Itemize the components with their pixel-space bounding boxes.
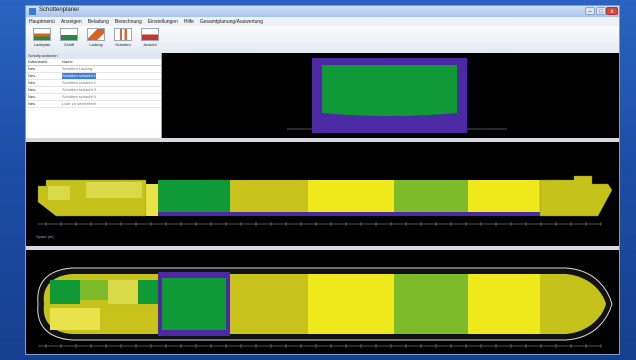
list-item[interactable]: Neu Schotten schacht 3 <box>26 87 161 94</box>
side-profile-drawing: Spant (m) <box>36 175 613 239</box>
toolbar-button-ladung[interactable]: Ladung <box>83 27 109 52</box>
cargo-icon <box>87 28 105 41</box>
toolbar-button-schotten[interactable]: Schotten <box>110 27 136 52</box>
ruler-unit: Spant (m) <box>36 234 54 239</box>
hold-3 <box>308 274 394 334</box>
hold-4 <box>394 180 468 216</box>
window-title: Schottenplaner <box>39 7 80 13</box>
tank <box>80 280 108 300</box>
list-item[interactable]: Neu Schotten Ladung <box>26 66 161 73</box>
menu-item-loading[interactable]: Beladung <box>87 19 109 25</box>
view-icon <box>141 28 159 41</box>
toolbar-button-ladeplan[interactable]: Ladeplan <box>29 27 55 52</box>
menu-item-settings[interactable]: Einstellungen <box>147 19 178 25</box>
toolbar-button-ansicht[interactable]: Ansicht <box>137 27 163 52</box>
tank <box>138 280 158 304</box>
deckhouse <box>86 182 142 198</box>
plan-view-drawing <box>37 267 613 348</box>
minimize-button[interactable]: – <box>585 7 595 15</box>
menu-item-help[interactable]: Hilfe <box>183 19 194 25</box>
menu-item-overall[interactable]: Gesamtplanung/Auswertung <box>199 19 263 25</box>
menu-item-view[interactable]: Anzeigen <box>60 19 82 25</box>
hold-2 <box>230 180 308 216</box>
panel-header: Schottpositionen <box>26 53 161 59</box>
column-header-name[interactable]: Name <box>62 59 73 64</box>
menu-item-calc[interactable]: Berechnung <box>114 19 142 25</box>
cross-section-drawing <box>287 58 507 133</box>
double-bottom <box>158 212 540 216</box>
tank <box>50 308 100 330</box>
column-header-db[interactable]: Datenbank <box>28 59 48 64</box>
menu-item-main[interactable]: Hauptmenü <box>29 19 55 25</box>
hold-5 <box>468 180 540 216</box>
bulkhead-icon <box>114 28 132 41</box>
view-separator[interactable] <box>26 246 619 250</box>
list-item[interactable]: Neu Schotten schacht 2 <box>26 80 161 87</box>
hold-section-cargo <box>322 65 457 116</box>
hold-4 <box>394 274 468 334</box>
ruler-ticks <box>45 344 602 348</box>
title-bar: Schottenplaner – □ x <box>26 6 619 17</box>
tank <box>100 308 158 330</box>
toolbar-button-schiff[interactable]: Schiff <box>56 27 82 52</box>
hold-1 <box>158 180 230 216</box>
close-button[interactable]: x <box>606 7 618 15</box>
application-window: Schottenplaner – □ x Hauptmenü Anzeigen … <box>25 5 620 355</box>
deckhouse <box>48 186 70 200</box>
side-profile-view[interactable]: Spant (m) <box>26 142 619 246</box>
hold-2 <box>230 274 308 334</box>
bulkhead-panel: Schottpositionen Datenbank Name Neu Schot… <box>26 53 162 143</box>
ship-icon <box>60 28 78 41</box>
fore-area <box>540 274 606 334</box>
hold-1 <box>162 278 226 330</box>
cross-section-view[interactable] <box>162 53 619 143</box>
hold-3 <box>308 180 394 216</box>
list-item[interactable]: Neu Luke zu verbreitern <box>26 101 161 108</box>
list-item[interactable]: Neu Schotten schacht 4 <box>26 94 161 101</box>
app-icon <box>29 8 36 15</box>
tank <box>108 280 138 304</box>
plan-view[interactable] <box>26 250 619 354</box>
forecastle <box>539 175 613 217</box>
toolbar: Ladeplan Schiff Ladung Schotten Ansicht <box>26 26 619 54</box>
ruler-ticks <box>45 222 602 226</box>
hold-5 <box>468 274 540 334</box>
list-item[interactable]: Neu Schotten schacht 1 <box>26 73 161 80</box>
tank <box>50 280 80 304</box>
panel-columns: Datenbank Name <box>26 59 161 66</box>
engine-room <box>146 184 158 216</box>
maximize-button[interactable]: □ <box>596 7 606 15</box>
view-separator[interactable] <box>26 138 619 142</box>
ship-cargo-icon <box>33 28 51 41</box>
